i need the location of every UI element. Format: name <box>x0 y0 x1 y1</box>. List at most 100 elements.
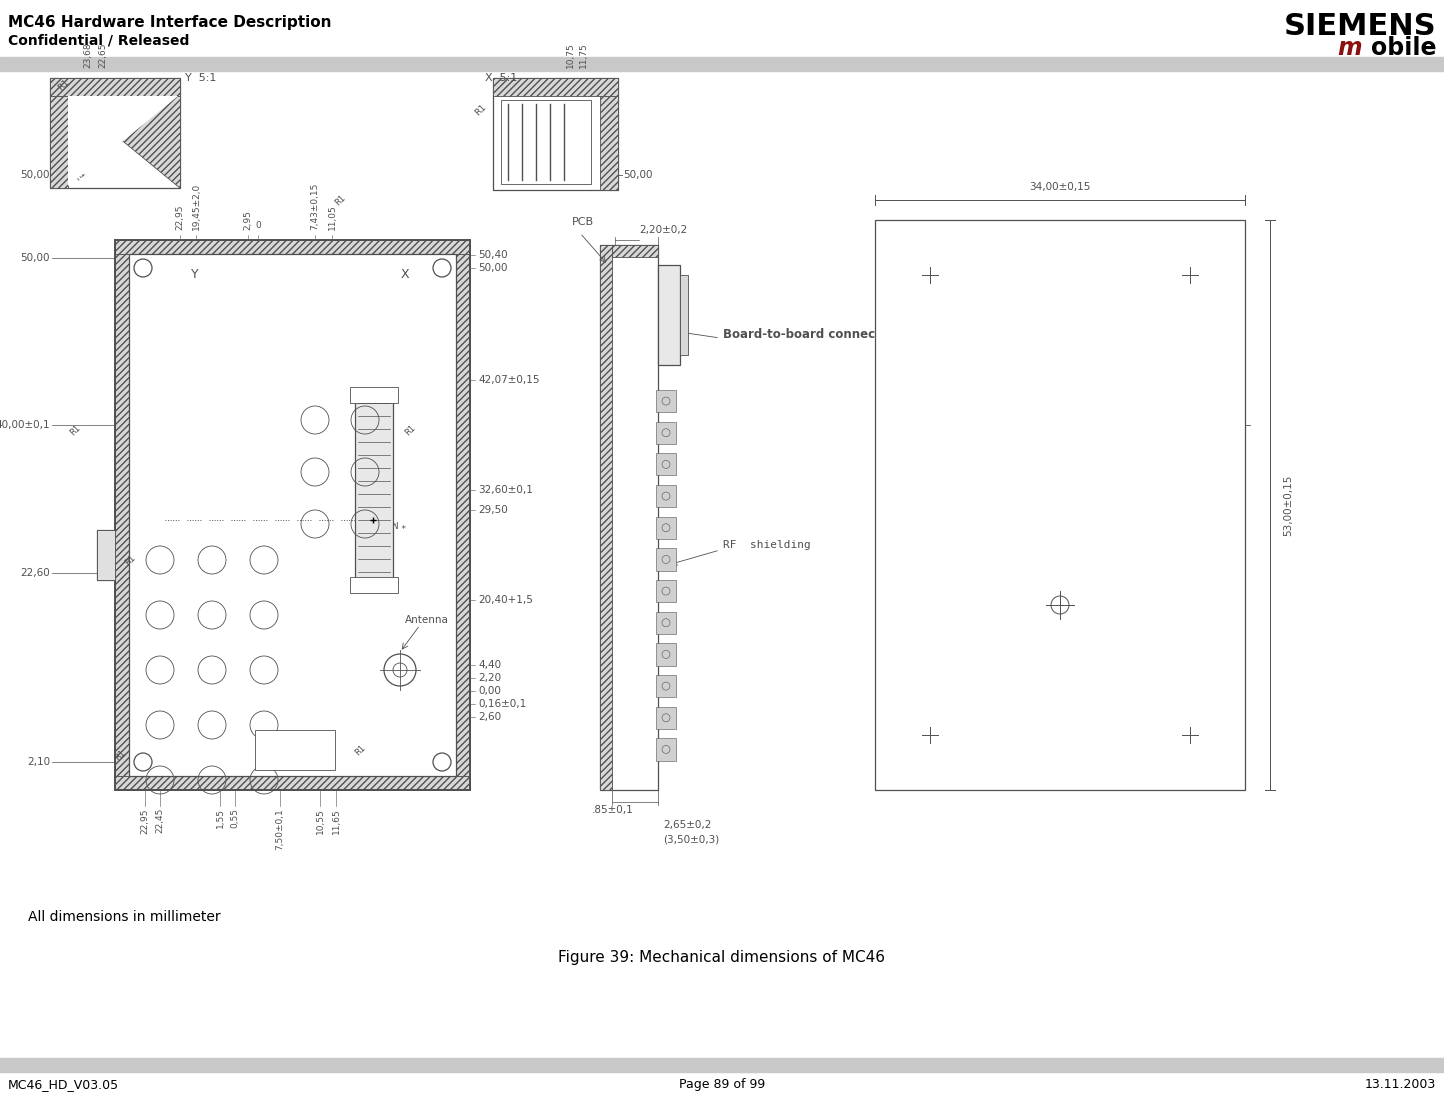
Text: R1: R1 <box>352 743 367 757</box>
Text: X: X <box>401 269 410 282</box>
Text: R1: R1 <box>403 423 417 438</box>
Text: m: m <box>1337 36 1362 60</box>
Text: R1: R1 <box>113 748 127 762</box>
Text: Confidential / Released: Confidential / Released <box>9 34 189 48</box>
Text: Y: Y <box>191 269 199 282</box>
Text: R1: R1 <box>123 552 137 567</box>
Bar <box>492 78 618 96</box>
Text: 4,40: 4,40 <box>478 660 501 670</box>
Bar <box>51 96 68 188</box>
Text: Board-to-board connector: Board-to-board connector <box>723 328 895 341</box>
Text: 2,65±0,2: 2,65±0,2 <box>663 820 712 830</box>
Text: (3,50±0,3): (3,50±0,3) <box>663 835 719 845</box>
Text: Antenna: Antenna <box>404 615 449 625</box>
Bar <box>0 1057 1444 1072</box>
Bar <box>0 57 1444 71</box>
Text: X  5:1: X 5:1 <box>485 73 517 83</box>
Text: 2,20: 2,20 <box>478 673 501 683</box>
Polygon shape <box>68 96 178 186</box>
Text: 32,60±0,1: 32,60±0,1 <box>478 485 533 495</box>
Text: 50,00: 50,00 <box>478 263 507 273</box>
Bar <box>129 254 456 776</box>
Text: 22,45: 22,45 <box>156 808 165 833</box>
Text: 11,05: 11,05 <box>328 204 336 230</box>
Bar <box>51 78 180 188</box>
Text: 50,00: 50,00 <box>20 253 51 263</box>
Bar <box>656 580 676 602</box>
Text: 10,75: 10,75 <box>566 42 575 69</box>
Text: R1: R1 <box>72 168 87 182</box>
Text: MC46 Hardware Interface Description: MC46 Hardware Interface Description <box>9 15 332 30</box>
Bar <box>656 517 676 539</box>
Text: RF  shielding: RF shielding <box>723 540 810 550</box>
Bar <box>656 422 676 444</box>
Text: 22,95: 22,95 <box>140 808 150 833</box>
Text: 11,75: 11,75 <box>579 42 588 69</box>
Bar <box>612 245 658 257</box>
Text: 22,65: 22,65 <box>98 42 107 69</box>
Bar <box>116 240 469 790</box>
Text: 11,65: 11,65 <box>332 808 341 834</box>
Text: R1: R1 <box>334 193 347 207</box>
Text: R1: R1 <box>68 423 82 438</box>
Text: .85±0,1: .85±0,1 <box>592 806 634 815</box>
Text: 50,00: 50,00 <box>20 170 51 180</box>
Text: Y  5:1: Y 5:1 <box>185 73 217 83</box>
Bar <box>875 220 1245 790</box>
Bar <box>656 390 676 412</box>
Bar <box>116 254 129 776</box>
Text: 0,00: 0,00 <box>478 686 501 696</box>
Bar <box>355 394 393 585</box>
Bar <box>349 387 399 403</box>
Bar <box>656 485 676 507</box>
Text: R1: R1 <box>56 77 71 93</box>
Bar <box>97 530 116 580</box>
Bar <box>658 265 680 365</box>
Bar <box>256 730 335 770</box>
Text: SIEMENS: SIEMENS <box>1284 12 1435 41</box>
Bar <box>656 675 676 697</box>
Bar <box>656 453 676 475</box>
Text: 34,00±0,15: 34,00±0,15 <box>1030 182 1090 192</box>
Bar <box>501 99 591 185</box>
Bar <box>601 245 612 790</box>
Text: PCB: PCB <box>572 217 593 227</box>
Bar <box>680 275 687 355</box>
Bar <box>116 240 469 254</box>
Text: 50,40: 50,40 <box>478 250 508 260</box>
Text: obile: obile <box>1370 36 1435 60</box>
Bar <box>656 548 676 570</box>
Text: 2,20±0,2: 2,20±0,2 <box>640 225 687 235</box>
Bar <box>51 78 180 96</box>
Text: Page 89 of 99: Page 89 of 99 <box>679 1078 765 1091</box>
Text: 7,50±0,1: 7,50±0,1 <box>276 808 284 850</box>
Text: 7,43±0,15: 7,43±0,15 <box>310 182 319 230</box>
Text: All dimensions in millimeter: All dimensions in millimeter <box>27 911 221 924</box>
Text: 42,07±0,15: 42,07±0,15 <box>478 375 540 385</box>
Text: 29,50: 29,50 <box>478 505 508 515</box>
Text: R1: R1 <box>474 103 488 117</box>
Text: 2,95: 2,95 <box>244 210 253 230</box>
Bar <box>116 776 469 790</box>
Bar <box>656 738 676 760</box>
Text: * MC: * MC <box>386 517 406 526</box>
Text: 19,45±2,0: 19,45±2,0 <box>192 182 201 230</box>
Text: 0,55: 0,55 <box>231 808 240 828</box>
Bar <box>601 96 618 190</box>
Text: MC46_HD_V03.05: MC46_HD_V03.05 <box>9 1078 118 1091</box>
Text: 53,00±0,15: 53,00±0,15 <box>1284 474 1292 536</box>
Bar <box>349 577 399 593</box>
Bar <box>656 643 676 665</box>
Bar <box>656 612 676 634</box>
Text: 2,10: 2,10 <box>27 757 51 767</box>
Text: 1,55: 1,55 <box>215 808 224 828</box>
Text: 0,16±0,1: 0,16±0,1 <box>478 699 526 709</box>
Bar <box>656 707 676 729</box>
Text: 0: 0 <box>256 221 261 230</box>
Text: Figure 39: Mechanical dimensions of MC46: Figure 39: Mechanical dimensions of MC46 <box>559 950 885 965</box>
Polygon shape <box>68 96 180 188</box>
Text: 20,40+1,5: 20,40+1,5 <box>478 594 533 606</box>
Text: 22,95: 22,95 <box>176 204 185 230</box>
Text: 10,55: 10,55 <box>315 808 325 834</box>
Text: 13.11.2003: 13.11.2003 <box>1365 1078 1435 1091</box>
